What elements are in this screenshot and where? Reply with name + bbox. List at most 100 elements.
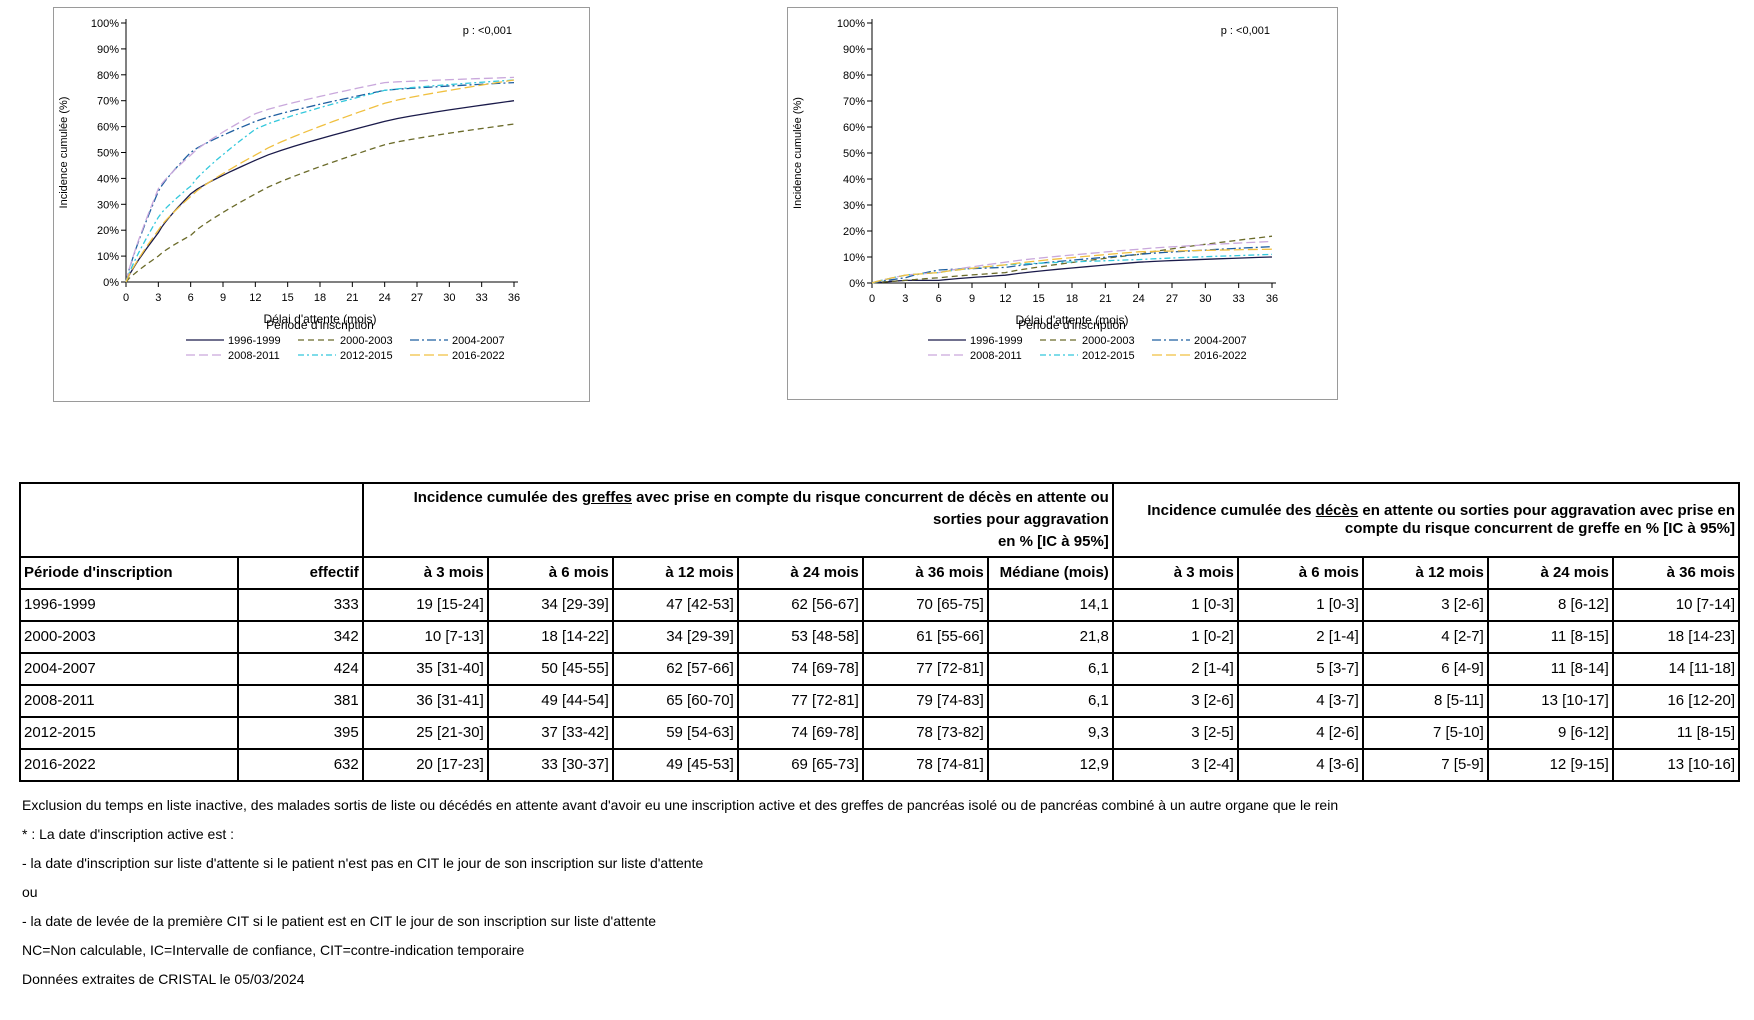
legend-label: 2012-2015	[1082, 350, 1135, 362]
cell-greffes: 18 [14-22]	[486, 620, 614, 654]
legend-label: 2016-2022	[452, 350, 505, 362]
x-tick-label: 0	[123, 292, 129, 304]
table-group-header-row: Incidence cumulée des greffes avec prise…	[19, 482, 1741, 558]
cell-effectif: 381	[236, 684, 364, 718]
cell-greffes: 65 [60-70]	[611, 684, 739, 718]
col-d-24m: à 24 mois	[1486, 556, 1614, 590]
cell-deces: 1 [0-2]	[1111, 620, 1239, 654]
cell-deces: 4 [2-6]	[1236, 716, 1364, 750]
y-tick-label: 80%	[843, 70, 865, 82]
cell-effectif: 632	[236, 748, 364, 782]
table-header-empty	[19, 482, 364, 558]
series-line-2000-2003	[871, 235, 1273, 284]
cell-greffes: 9,3	[986, 716, 1114, 750]
y-tick-label: 40%	[843, 174, 865, 186]
cell-deces: 18 [14-23]	[1611, 620, 1741, 654]
x-axis-label: Délai d'attente (mois)	[263, 312, 376, 326]
header-deces-post: en attente ou sorties pour aggravation a…	[1344, 502, 1735, 537]
x-tick-label: 6	[188, 292, 194, 304]
cell-deces: 2 [1-4]	[1111, 652, 1239, 686]
series-line-2012-2015	[125, 79, 515, 283]
x-tick-label: 6	[936, 293, 942, 305]
col-g-36m: à 36 mois	[861, 556, 989, 590]
col-d-3m: à 3 mois	[1111, 556, 1239, 590]
series-line-2008-2011	[125, 76, 515, 283]
cell-greffes: 34 [29-39]	[486, 588, 614, 622]
cell-periode: 1996-1999	[19, 588, 239, 622]
col-d-12m: à 12 mois	[1361, 556, 1489, 590]
cell-greffes: 77 [72-81]	[736, 684, 864, 718]
legend-title: Période d'inscription	[266, 318, 374, 332]
table-row: 2012-2015 395 25 [21-30] 37 [33-42] 59 [54-6…	[19, 716, 1741, 750]
x-tick-label: 9	[969, 293, 975, 305]
cell-greffes: 62 [56-67]	[736, 588, 864, 622]
table-row: 1996-1999 333 19 [15-24] 34 [29-39] 47 [42-5…	[19, 588, 1741, 622]
cell-deces: 5 [3-7]	[1236, 652, 1364, 686]
x-tick-label: 30	[1199, 293, 1211, 305]
y-axis-label: Incidence cumulée (%)	[58, 97, 70, 209]
cell-effectif: 424	[236, 652, 364, 686]
y-tick-label: 60%	[843, 122, 865, 134]
y-tick-label: 20%	[843, 226, 865, 238]
cell-greffes: 70 [65-75]	[861, 588, 989, 622]
cell-deces: 11 [8-14]	[1486, 652, 1614, 686]
cell-greffes: 37 [33-42]	[486, 716, 614, 750]
cell-deces: 3 [2-4]	[1111, 748, 1239, 782]
col-g-12m: à 12 mois	[611, 556, 739, 590]
cell-greffes: 78 [73-82]	[861, 716, 989, 750]
x-tick-label: 30	[443, 292, 455, 304]
header-deces: Incidence cumulée des décès en attente o…	[1111, 482, 1741, 558]
y-tick-label: 40%	[97, 173, 119, 185]
col-g-mediane: Médiane (mois)	[986, 556, 1114, 590]
legend-label: 2004-2007	[452, 335, 505, 347]
header-deces-pre: Incidence cumulée des	[1147, 502, 1316, 519]
series-line-2004-2007	[871, 245, 1273, 284]
results-table: Incidence cumulée des greffes avec prise…	[19, 482, 1741, 782]
cell-deces: 10 [7-14]	[1611, 588, 1741, 622]
y-tick-label: 50%	[843, 148, 865, 160]
x-axis-label: Délai d'attente (mois)	[1015, 313, 1128, 327]
cell-deces: 6 [4-9]	[1361, 652, 1489, 686]
x-tick-label: 21	[1099, 293, 1111, 305]
col-g-3m: à 3 mois	[361, 556, 489, 590]
cell-periode: 2012-2015	[19, 716, 239, 750]
y-tick-label: 50%	[97, 148, 119, 160]
chart-deces: 0% 10% 20% 30% 40% 50% 60% 70% 80% 90% 100% 0 3 6 9 12 1…	[787, 7, 1338, 400]
legend-label: 2008-2011	[970, 350, 1022, 362]
note-source: Données extraites de CRISTAL le 05/03/20…	[22, 971, 305, 987]
x-tick-label: 3	[155, 292, 161, 304]
x-tick-label: 24	[1133, 293, 1145, 305]
cell-deces: 9 [6-12]	[1486, 716, 1614, 750]
cell-greffes: 49 [45-53]	[611, 748, 739, 782]
series-line-2004-2007	[125, 81, 515, 283]
note-exclusion: Exclusion du temps en liste inactive, de…	[22, 797, 1339, 813]
p-value: p : <0,001	[1221, 25, 1270, 37]
legend-label: 2012-2015	[340, 350, 393, 362]
cell-deces: 1 [0-3]	[1111, 588, 1239, 622]
p-value: p : <0,001	[463, 25, 512, 37]
footnotes: Exclusion du temps en liste inactive, de…	[22, 796, 1338, 999]
x-tick-label: 36	[508, 292, 520, 304]
cell-greffes: 50 [45-55]	[486, 652, 614, 686]
cell-greffes: 49 [44-54]	[486, 684, 614, 718]
cell-deces: 14 [11-18]	[1611, 652, 1741, 686]
y-axis-label: Incidence cumulée (%)	[792, 97, 804, 209]
legend-label: 1996-1999	[228, 335, 281, 347]
cell-greffes: 36 [31-41]	[361, 684, 489, 718]
cell-deces: 1 [0-3]	[1236, 588, 1364, 622]
cell-greffes: 69 [65-73]	[736, 748, 864, 782]
legend-label: 2000-2003	[340, 335, 393, 347]
header-greffes: Incidence cumulée des greffes avec prise…	[361, 482, 1114, 558]
series-line-1996-1999	[125, 100, 515, 283]
col-g-24m: à 24 mois	[736, 556, 864, 590]
cell-deces: 4 [2-7]	[1361, 620, 1489, 654]
legend-label: 2000-2003	[1082, 335, 1135, 347]
x-tick-label: 9	[220, 292, 226, 304]
cell-greffes: 6,1	[986, 684, 1114, 718]
y-tick-label: 30%	[843, 200, 865, 212]
cell-greffes: 21,8	[986, 620, 1114, 654]
y-tick-label: 60%	[97, 122, 119, 134]
cell-greffes: 19 [15-24]	[361, 588, 489, 622]
x-tick-label: 3	[902, 293, 908, 305]
cell-deces: 16 [12-20]	[1611, 684, 1741, 718]
